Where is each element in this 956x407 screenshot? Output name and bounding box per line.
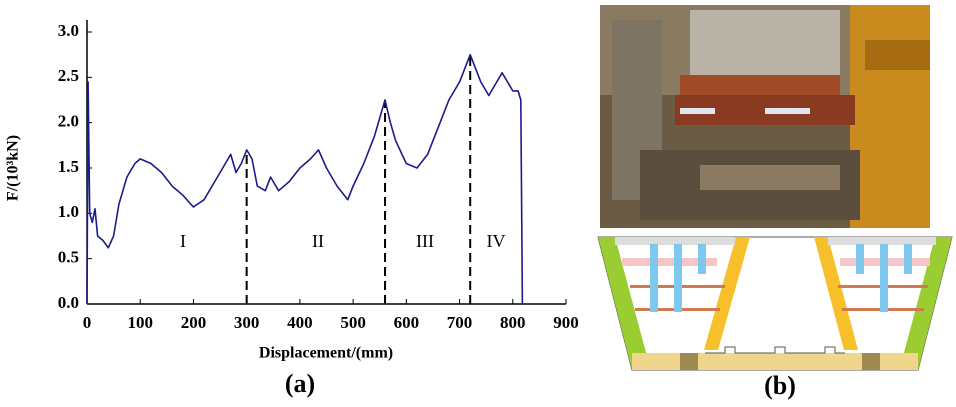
y-tick-label: 2.0 [58,112,79,131]
x-tick-label: 300 [234,313,260,332]
region-label: I [180,231,186,251]
y-tick-label: 1.5 [58,157,79,176]
y-tick-label: 2.5 [58,66,79,85]
x-tick-label: 700 [447,313,473,332]
region-label: III [416,231,434,251]
x-tick-label: 0 [83,313,92,332]
x-axis-label: Displacement/(mm) [259,345,393,362]
figure: F/(10³kN) Displacement/(mm) (a) (b) [0,0,956,407]
y-tick-label: 0.5 [58,248,79,267]
panel-label: (a) [285,369,315,398]
test-photo [600,5,930,228]
y-axis-label: F/(10³kN) [5,135,22,201]
x-tick-label: 200 [181,313,207,332]
x-tick-label: 600 [394,313,420,332]
force-curve [87,55,522,304]
y-tick-label: 1.0 [58,202,79,221]
y-tick-label: 3.0 [58,21,79,40]
x-tick-label: 500 [340,313,366,332]
region-label: IV [487,231,506,251]
x-tick-label: 800 [500,313,526,332]
chart: F/(10³kN) Displacement/(mm) (a) (b) [0,0,956,407]
x-tick-label: 900 [553,313,579,332]
region-label: II [312,231,324,251]
section-diagram [598,237,952,370]
panel-label: (b) [764,371,796,400]
x-tick-label: 400 [287,313,313,332]
y-tick-label: 0.0 [58,293,79,312]
x-tick-label: 100 [127,313,153,332]
